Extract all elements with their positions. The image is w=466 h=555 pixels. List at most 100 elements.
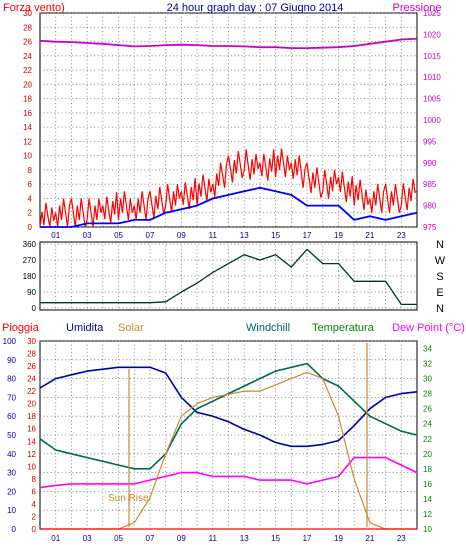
rain-tick-label: 10: [27, 462, 36, 471]
pressure-axis-title: Pressione: [393, 2, 442, 14]
top-x-tick-label: 13: [240, 231, 249, 240]
humidity-tick-label: 90: [7, 356, 16, 365]
humidity-tick-label: 80: [7, 375, 16, 384]
direction-tick-label: 360: [23, 240, 37, 249]
top-x-axis: 01 03 05 07 09 11 13 15 17 19 21 23: [51, 231, 406, 240]
rain-tick-label: 22: [27, 387, 36, 396]
top-plot-frame: [39, 12, 418, 228]
pressure-tick-label: 975: [423, 223, 437, 232]
humidity-tick-label: 70: [7, 393, 16, 402]
legend-umidita: Umidita: [66, 322, 104, 334]
chart-title: 24 hour graph day : 07 Giugno 2014: [167, 2, 344, 14]
wind-tick-label: 12: [23, 137, 32, 146]
wind-tick-label: 4: [28, 194, 33, 203]
temperature-axis: 10 12 14 16 18 20 22 24 26 28 30 32 34: [423, 345, 432, 534]
bottom-x-axis: 01 03 05 07 09 11 13 15 17 19 21 23: [51, 534, 406, 543]
direction-tick-label: 90: [27, 288, 36, 297]
temperature-tick-label: 30: [423, 375, 432, 384]
humidity-tick-label: 20: [7, 487, 16, 496]
legend-temperatura: Temperatura: [312, 322, 375, 334]
top-x-tick-label: 15: [271, 231, 280, 240]
humidity-axis: 0 10 20 30 40 50 60 70 80 90 100: [3, 337, 17, 534]
top-x-tick-label: 03: [83, 231, 92, 240]
bottom-series: [39, 362, 418, 530]
pressure-tick-label: 1000: [423, 116, 441, 125]
bottom-x-tick-label: 15: [271, 534, 280, 543]
pressure-tick-label: 985: [423, 180, 437, 189]
temperature-tick-label: 14: [423, 495, 432, 504]
pressure-tick-label: 995: [423, 137, 437, 146]
rain-tick-label: 14: [27, 437, 36, 446]
temperature-tick-label: 26: [423, 405, 432, 414]
wind-tick-label: 28: [23, 23, 32, 32]
top-x-tick-label: 05: [114, 231, 123, 240]
bottom-x-tick-label: 13: [240, 534, 249, 543]
top-series: [39, 37, 418, 228]
gust_avg-line: [40, 186, 418, 228]
rain-tick-label: 30: [27, 337, 36, 346]
bottom-x-tick-label: 07: [146, 534, 155, 543]
bottom-x-tick-label: 23: [397, 534, 406, 543]
temperature-tick-label: 18: [423, 465, 432, 474]
wind-line: [39, 148, 418, 228]
pressure-tick-label: 1005: [423, 95, 441, 104]
wind-tick-label: 6: [28, 180, 33, 189]
pressure-tick-label: 980: [423, 202, 437, 211]
bottom-x-tick-label: 17: [303, 534, 312, 543]
legend-windchill: Windchill: [246, 322, 290, 334]
wind-tick-label: 30: [23, 9, 32, 18]
rain-tick-label: 24: [27, 375, 36, 384]
rain-tick-label: 6: [32, 487, 37, 496]
bottom-x-tick-label: 21: [365, 534, 374, 543]
top-x-tick-label: 09: [177, 231, 186, 240]
wind-tick-label: 16: [23, 109, 32, 118]
wind-tick-label: 22: [23, 66, 32, 75]
windchill-line: [39, 363, 418, 470]
rain-tick-label: 12: [27, 450, 36, 459]
pressure-tick-label: 1020: [423, 30, 441, 39]
rain-tick-label: 26: [27, 362, 36, 371]
pressure-tick-label: 1015: [423, 52, 441, 61]
pressure-tick-label: 990: [423, 159, 437, 168]
rain-tick-label: 20: [27, 400, 36, 409]
humidity-tick-label: 40: [7, 450, 16, 459]
pressure-line: [39, 37, 418, 49]
rain-tick-label: 4: [32, 500, 37, 509]
direction-tick-label: 180: [23, 272, 37, 281]
compass-label: S: [436, 271, 443, 283]
rain-tick-label: 16: [27, 425, 36, 434]
humidity-tick-label: 10: [7, 506, 16, 515]
direction-tick-label: 270: [23, 256, 37, 265]
gridlines: [40, 12, 417, 530]
direction-axis: 0 90 180 270 360: [23, 240, 37, 313]
direction-line: [40, 248, 417, 306]
humidity-tick-label: 30: [7, 469, 16, 478]
bottom-x-tick-label: 01: [51, 534, 60, 543]
sun-rise-label: Sun Rise: [108, 493, 149, 504]
top-x-tick-label: 01: [51, 231, 60, 240]
rain-tick-label: 8: [32, 475, 37, 484]
temperature-tick-label: 12: [423, 510, 432, 519]
pressure-tick-label: 1025: [423, 9, 441, 18]
wind-tick-label: 24: [23, 52, 32, 61]
temperature-tick-label: 34: [423, 345, 432, 354]
wind-tick-label: 2: [28, 209, 33, 218]
compass-label: N: [436, 303, 444, 315]
bottom-x-tick-label: 05: [114, 534, 123, 543]
wind-axis-title: Forza vento): [3, 2, 65, 14]
humidity-tick-label: 0: [12, 525, 17, 534]
direction-series: [40, 248, 417, 306]
top-x-tick-label: 23: [397, 231, 406, 240]
temperature-tick-label: 16: [423, 480, 432, 489]
compass-label: E: [436, 287, 443, 299]
wind-tick-label: 20: [23, 80, 32, 89]
pressure-axis: 975 980 985 990 995 1000 1005 1010 1015 1020 1025: [423, 9, 441, 232]
wind-tick-label: 14: [23, 123, 32, 132]
humidity-tick-label: 100: [3, 337, 17, 346]
temperature-tick-label: 24: [423, 420, 432, 429]
top-x-tick-label: 21: [365, 231, 374, 240]
